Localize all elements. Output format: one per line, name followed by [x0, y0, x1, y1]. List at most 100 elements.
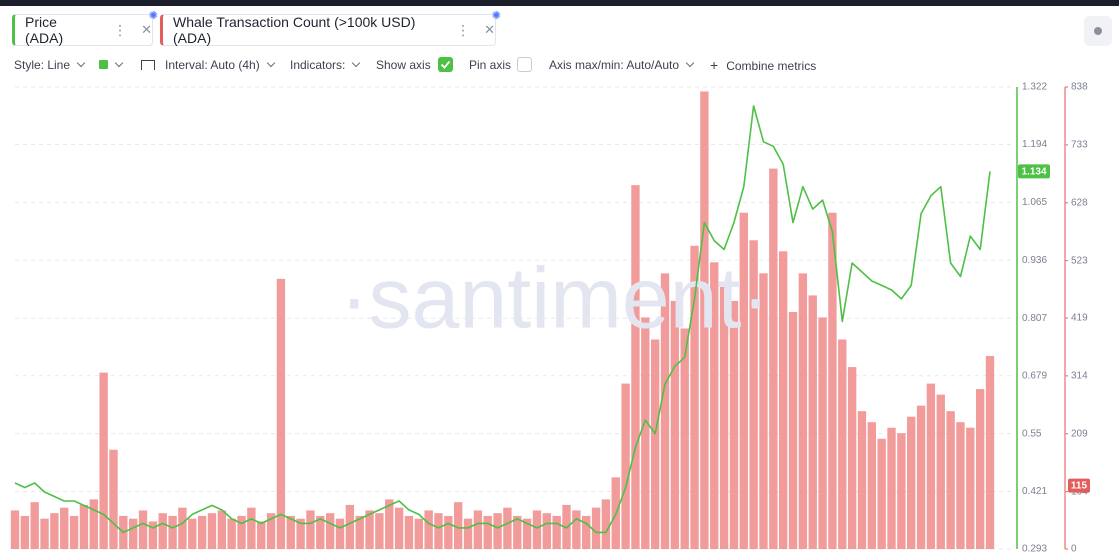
style-select[interactable]: Style: Line — [14, 57, 86, 73]
watermark: ·santiment· — [340, 251, 770, 347]
bar — [522, 518, 532, 549]
bar — [660, 273, 670, 549]
menu[interactable]: ⋮ — [456, 21, 471, 38]
bar — [89, 499, 98, 549]
bar — [542, 513, 552, 549]
bar — [601, 499, 611, 549]
bar — [532, 510, 542, 549]
bar — [276, 278, 286, 549]
bar — [887, 427, 896, 549]
bar — [946, 411, 955, 549]
checkbox-checked[interactable] — [438, 57, 453, 72]
y-tick-label: 0.936 — [1022, 255, 1047, 266]
bar — [926, 383, 936, 549]
bar — [680, 328, 689, 549]
axis-range-select[interactable]: Axis max/min: Auto/Auto — [549, 57, 695, 73]
label: Style: Line — [14, 58, 71, 72]
bar — [40, 518, 49, 549]
label: Combine metrics — [726, 59, 817, 73]
bar — [257, 521, 266, 549]
y2-tick-label: 314 — [1071, 371, 1088, 382]
color-select[interactable] — [99, 57, 124, 73]
value-marker-label: 1.134 — [1021, 167, 1046, 178]
bar — [365, 510, 374, 549]
bar — [325, 513, 335, 549]
bar — [828, 212, 837, 549]
bar — [749, 240, 758, 549]
pin-axis[interactable]: Pin axis — [469, 57, 511, 73]
label: Pin axis — [469, 58, 512, 72]
y2-tick-label: 0 — [1071, 544, 1077, 555]
bar — [316, 515, 325, 549]
bar — [778, 251, 788, 549]
bar — [414, 518, 423, 549]
bar — [641, 317, 650, 549]
y2-tick-label: 733 — [1071, 140, 1088, 151]
show-axis[interactable]: Show axis — [376, 57, 431, 73]
y2-tick-label: 104 — [1071, 486, 1088, 497]
bar — [897, 433, 906, 549]
bar — [729, 300, 739, 549]
bar — [60, 507, 69, 549]
bar — [907, 416, 916, 549]
bar — [788, 311, 798, 549]
interval-select[interactable]: Interval: Auto (4h) — [141, 57, 275, 73]
bar — [178, 507, 187, 549]
bar — [966, 427, 975, 549]
bar — [385, 499, 394, 549]
bar — [296, 518, 305, 549]
bar — [985, 356, 995, 549]
icon: ✺ — [491, 10, 501, 22]
bar — [79, 504, 89, 549]
y-tick-label: 0.55 — [1022, 428, 1042, 439]
bar — [798, 273, 808, 549]
y-tick-label: 0.807 — [1022, 313, 1047, 324]
combine-metrics[interactable]: + Combine metrics — [710, 57, 817, 73]
checkbox[interactable] — [517, 57, 532, 72]
bar — [207, 513, 217, 549]
value-marker-label: 115 — [1071, 481, 1088, 492]
bar — [266, 513, 276, 549]
bar — [227, 518, 236, 549]
bar — [847, 367, 857, 549]
bar — [197, 515, 207, 549]
bar — [818, 317, 827, 549]
bar — [20, 515, 30, 549]
bar — [375, 513, 384, 549]
bar — [247, 507, 256, 549]
bar — [404, 515, 414, 549]
close[interactable]: ✕ — [484, 22, 495, 37]
metric-tab[interactable]: Price (ADA) ⋮ ✕ ✺ — [12, 10, 158, 46]
nav-strip — [0, 0, 1119, 6]
bar — [424, 510, 433, 549]
bar — [69, 515, 79, 549]
bar — [562, 504, 571, 549]
bar — [631, 185, 640, 549]
bar — [188, 518, 197, 549]
bar — [473, 510, 483, 549]
bar — [168, 515, 177, 549]
y2-tick-label: 838 — [1071, 82, 1088, 93]
indicators-select[interactable]: Indicators: — [290, 57, 361, 73]
settings-button[interactable] — [1084, 16, 1112, 46]
bar — [286, 515, 295, 549]
y-tick-label: 0.421 — [1022, 486, 1047, 497]
bar — [582, 515, 591, 549]
y2-tick-label: 628 — [1071, 197, 1088, 208]
bar — [621, 383, 630, 549]
bar — [444, 515, 453, 549]
menu[interactable]: ⋮ — [113, 21, 128, 38]
bar — [355, 515, 364, 549]
icon: ✺ — [148, 10, 158, 22]
metric-tab[interactable]: Whale Transaction Count (>100k USD) (ADA… — [160, 10, 501, 46]
bar — [877, 438, 886, 549]
bar — [50, 513, 59, 549]
bar — [650, 339, 660, 549]
bar — [739, 212, 748, 549]
line — [14, 105, 991, 534]
metric-name: Price (ADA) — [25, 14, 64, 46]
bar — [513, 515, 522, 549]
bar — [936, 394, 945, 549]
close[interactable]: ✕ — [141, 22, 152, 37]
